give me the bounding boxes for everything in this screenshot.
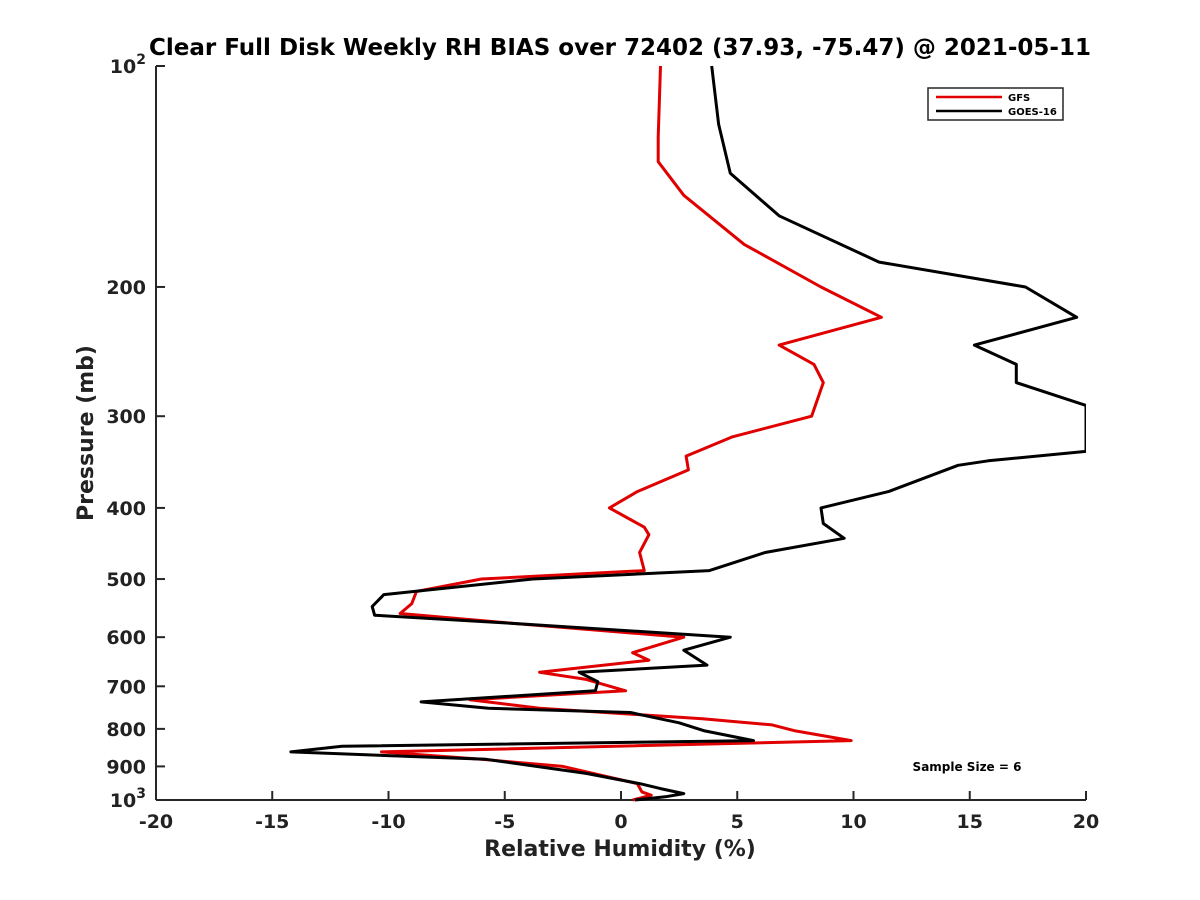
x-tick-label: 10	[840, 811, 866, 833]
x-axis-label: Relative Humidity (%)	[484, 837, 756, 862]
y-tick-label: 500	[106, 569, 146, 591]
x-tick-label: -15	[255, 811, 289, 833]
x-tick-label: -5	[494, 811, 515, 833]
y-tick-label: 300	[106, 406, 146, 428]
series-line-gfs	[380, 65, 883, 802]
y-axis-label: Pressure (mb)	[74, 345, 99, 521]
x-tick-label: 0	[614, 811, 627, 833]
y-tick-label: 700	[106, 676, 146, 698]
y-tick-label: 600	[106, 627, 146, 649]
legend-label-goes-16: GOES-16	[1008, 107, 1057, 118]
series-line-goes-16	[289, 65, 1086, 802]
y-tick-label: 200	[106, 277, 146, 299]
sample-size-annotation: Sample Size = 6	[913, 760, 1022, 774]
y-tick-label: 103	[110, 786, 146, 812]
y-tick-label: 900	[106, 756, 146, 778]
x-tick-label: -20	[139, 811, 173, 833]
legend-label-gfs: GFS	[1008, 93, 1030, 104]
y-tick-label: 800	[106, 719, 146, 741]
y-tick-label: 102	[110, 52, 146, 78]
chart-title: Clear Full Disk Weekly RH BIAS over 7240…	[149, 35, 1091, 61]
y-tick-label: 400	[106, 498, 146, 520]
legend-box	[927, 87, 1064, 121]
x-tick-label: 20	[1073, 811, 1099, 833]
legend: GFS GOES-16	[927, 87, 1064, 121]
x-tick-label: 15	[957, 811, 983, 833]
ticks-layer: -20 -15 -10 -5 0 5 10 15 20 102 200 300 400 500 600 700…	[106, 52, 1099, 833]
x-tick-label: 5	[731, 811, 744, 833]
x-tick-label: -10	[371, 811, 405, 833]
series-layer	[289, 65, 1086, 802]
